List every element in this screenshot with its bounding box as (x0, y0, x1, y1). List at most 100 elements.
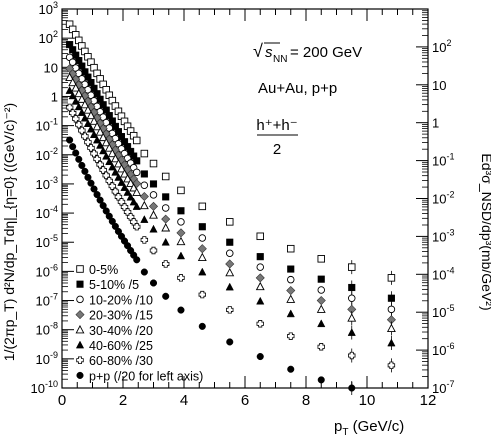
data-point (110, 153, 120, 163)
data-point (317, 319, 326, 328)
data-point (132, 187, 142, 196)
annotation-energy-sub: NN (273, 54, 287, 65)
data-point (71, 96, 80, 105)
data-point (225, 218, 234, 226)
data-point (317, 255, 326, 263)
legend-label: 60-80% /30 (89, 354, 153, 368)
data-point (149, 210, 158, 219)
data-point (161, 204, 170, 212)
data-point (161, 237, 170, 246)
series-7 (66, 136, 356, 395)
annotation-charge: h⁺+h⁻ 2 (256, 117, 298, 158)
data-point (149, 246, 158, 255)
data-point (105, 157, 114, 166)
data-point (83, 119, 93, 127)
data-point (139, 191, 149, 202)
annotation-energy-value: = 200 GeV (290, 44, 362, 61)
data-point (93, 191, 101, 199)
y-right-tick-label: 10-6 (432, 341, 454, 358)
data-point (161, 260, 170, 268)
data-point (256, 296, 265, 305)
y-axis-right-label: Ed³σ_NSD/dp³(mb/GeV²) (479, 153, 491, 310)
x-axis-label: pT (GeV/c) (334, 418, 404, 437)
y-right-tick-label: 10 (432, 78, 446, 93)
x-tick-label: 2 (119, 392, 127, 409)
data-point (129, 183, 139, 192)
data-point (161, 172, 170, 181)
data-point (387, 305, 396, 314)
y-right-tick-label: 10-4 (432, 265, 454, 282)
x-tick-label: 6 (241, 392, 249, 409)
x-tick-label: 12 (420, 392, 437, 409)
data-point (198, 234, 207, 242)
y-left-tick-label: 10 (44, 60, 58, 75)
data-point (96, 196, 104, 204)
y-right-tick-label: 10-3 (432, 227, 454, 244)
data-point (348, 263, 356, 271)
data-point (126, 192, 135, 201)
data-point (92, 135, 102, 144)
data-point (133, 223, 141, 231)
data-point (149, 159, 158, 168)
data-point (256, 263, 265, 271)
data-point (80, 113, 89, 122)
data-point (161, 214, 171, 224)
legend-label: 5-10% /5 (89, 278, 139, 292)
data-point (177, 274, 185, 282)
data-point (69, 143, 77, 151)
data-point (89, 130, 99, 138)
y-axis-left-label: 1/(2πp_T) d²N/dp_Tdη|_{η=0} ((GeV/c)⁻²) (1, 103, 17, 361)
data-point (177, 306, 185, 314)
data-point (386, 323, 396, 333)
data-point (117, 178, 126, 186)
annotation-energy-s: s (265, 44, 273, 61)
data-point (177, 218, 185, 226)
data-point (256, 232, 265, 241)
data-point (198, 223, 206, 231)
data-point (348, 294, 356, 302)
data-point (78, 161, 86, 170)
data-point (316, 304, 326, 313)
data-point (148, 201, 159, 211)
data-point (87, 179, 95, 187)
data-point (129, 197, 138, 206)
x-tick-label: 0 (58, 392, 66, 409)
data-point (83, 105, 93, 114)
data-point (255, 273, 265, 283)
data-point (123, 173, 133, 183)
data-point (316, 296, 326, 306)
x-axis-label-unit: (GeV/c) (348, 418, 404, 435)
annotation-charge-numerator: h⁺+h⁻ (256, 117, 297, 134)
data-point (197, 252, 207, 262)
data-point (102, 151, 111, 160)
series-4 (65, 72, 396, 336)
data-point (198, 267, 207, 276)
data-point (132, 168, 141, 177)
data-point (226, 238, 234, 246)
y-right-tick-label: 10-1 (432, 152, 454, 169)
data-point (114, 172, 123, 181)
data-point (317, 343, 325, 351)
data-point (68, 91, 77, 100)
series-0 (65, 20, 396, 285)
data-point (81, 167, 89, 175)
data-point (287, 265, 295, 273)
legend-label: 40-60% /25 (89, 339, 153, 353)
legend-label: 0-5% (89, 263, 118, 277)
series-5 (65, 86, 396, 350)
data-point (133, 256, 141, 264)
data-point (256, 320, 264, 328)
legend-marker (76, 356, 84, 364)
data-point (225, 282, 234, 291)
data-point (177, 186, 185, 195)
data-point (287, 365, 295, 373)
data-point (176, 228, 186, 238)
legend-label: 20-30% /15 (89, 309, 153, 323)
data-point (117, 163, 126, 173)
y-left-tick-label: 10-1 (36, 117, 58, 134)
data-point (256, 352, 264, 361)
x-tick-label: 10 (359, 392, 376, 409)
data-point (105, 212, 113, 220)
y-left-tick-label: 10-5 (36, 233, 58, 250)
